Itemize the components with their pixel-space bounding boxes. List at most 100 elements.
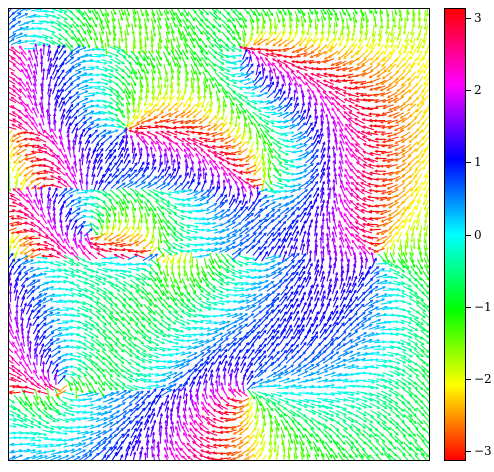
quiver-arrow	[8, 59, 16, 65]
quiver-arrowhead	[120, 103, 125, 107]
quiver-arrowhead	[416, 121, 420, 125]
quiver-arrow	[100, 53, 112, 58]
quiver-arrowhead	[376, 62, 381, 66]
quiver-arrowhead	[255, 55, 259, 60]
quiver-arrowhead	[40, 106, 45, 110]
quiver-arrowhead	[293, 89, 297, 93]
quiver-arrowhead	[11, 111, 16, 115]
quiver-arrowhead	[277, 19, 281, 24]
quiver-arrowhead	[237, 116, 241, 120]
quiver-arrow	[239, 46, 251, 52]
quiver-arrowhead	[248, 55, 252, 60]
quiver-arrow	[195, 25, 203, 35]
quiver-arrow	[144, 94, 149, 106]
quiver-arrowhead	[146, 62, 150, 67]
quiver-arrow	[49, 20, 61, 26]
quiver-arrow	[104, 42, 108, 54]
quiver-arrow	[132, 10, 137, 22]
quiver-arrow	[272, 62, 280, 72]
quiver-arrowhead	[354, 74, 359, 78]
quiver-arrow	[11, 123, 23, 130]
quiver-arrowhead	[353, 85, 358, 90]
quiver-arrow	[126, 8, 130, 16]
quiver-arrow	[293, 90, 296, 102]
quiver-arrow	[422, 50, 429, 61]
quiver-arrowhead	[128, 129, 132, 133]
quiver-arrow	[34, 63, 38, 75]
quiver-arrow	[181, 125, 193, 128]
quiver-arrowhead	[61, 44, 65, 48]
quiver-arrowhead	[19, 77, 23, 81]
quiver-arrow	[323, 58, 335, 64]
quiver-arrow	[58, 50, 67, 60]
quiver-arrowhead	[218, 24, 222, 28]
quiver-arrowhead	[154, 124, 158, 128]
quiver-arrowhead	[356, 111, 360, 115]
quiver-arrow	[355, 92, 367, 95]
quiver-arrow	[262, 68, 265, 80]
quiver-arrow	[253, 11, 260, 22]
quiver-arrowhead	[224, 95, 228, 99]
quiver-arrowhead	[39, 60, 44, 65]
quiver-arrow	[206, 108, 214, 119]
quiver-arrow	[279, 90, 286, 101]
quiver-arrowhead	[422, 39, 426, 44]
quiver-arrowhead	[323, 56, 328, 60]
quiver-arrowhead	[179, 13, 183, 17]
quiver-arrowhead	[134, 126, 139, 131]
quiver-arrow	[115, 91, 124, 101]
quiver-arrowhead	[12, 51, 17, 56]
quiver-arrow	[266, 53, 277, 58]
quiver-arrow	[37, 131, 48, 139]
quiver-arrowhead	[258, 70, 262, 75]
quiver-arrowhead	[56, 88, 60, 93]
quiver-arrowhead	[184, 121, 189, 125]
quiver-arrowhead	[10, 96, 14, 100]
quiver-arrow	[140, 183, 152, 190]
quiver-arrow	[77, 37, 85, 48]
quiver-arrowhead	[18, 45, 22, 49]
quiver-arrow	[396, 84, 406, 92]
quiver-arrowhead	[303, 49, 307, 53]
quiver-arrow	[109, 90, 120, 98]
quiver-arrowhead	[302, 53, 307, 57]
quiver-arrow	[324, 96, 333, 106]
quiver-arrow	[27, 64, 33, 75]
quiver-arrow	[283, 111, 293, 119]
quiver-arrow	[369, 228, 381, 231]
quiver-arrowhead	[70, 29, 75, 34]
quiver-arrow	[374, 16, 377, 28]
quiver-arrow	[235, 17, 243, 28]
quiver-arrow	[71, 123, 78, 134]
quiver-arrowhead	[423, 65, 427, 69]
quiver-arrow	[39, 102, 43, 114]
quiver-arrow	[279, 30, 287, 41]
quiver-arrow	[251, 100, 263, 103]
quiver-arrow	[299, 83, 305, 95]
quiver-arrowhead	[43, 129, 47, 134]
quiver-arrow	[312, 140, 320, 151]
quiver-arrow	[150, 18, 155, 30]
quiver-arrowhead	[409, 102, 414, 107]
quiver-arrowhead	[255, 31, 260, 35]
quiver-arrow	[349, 213, 359, 223]
quiver-arrow	[320, 102, 326, 114]
quiver-arrow	[399, 9, 403, 22]
quiver-arrowhead	[213, 68, 217, 73]
quiver-arrowhead	[348, 68, 352, 72]
quiver-arrowhead	[67, 115, 71, 119]
quiver-arrow	[191, 125, 203, 129]
quiver-arrow	[48, 63, 53, 75]
quiver-arrowhead	[374, 87, 378, 91]
quiver-arrowhead	[158, 77, 163, 81]
quiver-arrowhead	[380, 81, 385, 85]
quiver-arrow	[243, 92, 255, 95]
quiver-arrow	[63, 8, 73, 14]
quiver-arrowhead	[361, 18, 365, 22]
quiver-arrowhead	[144, 51, 148, 55]
quiver-arrowhead	[145, 71, 149, 75]
quiver-arrowhead	[245, 72, 250, 76]
quiver-arrow	[335, 91, 346, 97]
quiver-arrowhead	[60, 120, 64, 124]
quiver-arrow	[89, 118, 101, 124]
